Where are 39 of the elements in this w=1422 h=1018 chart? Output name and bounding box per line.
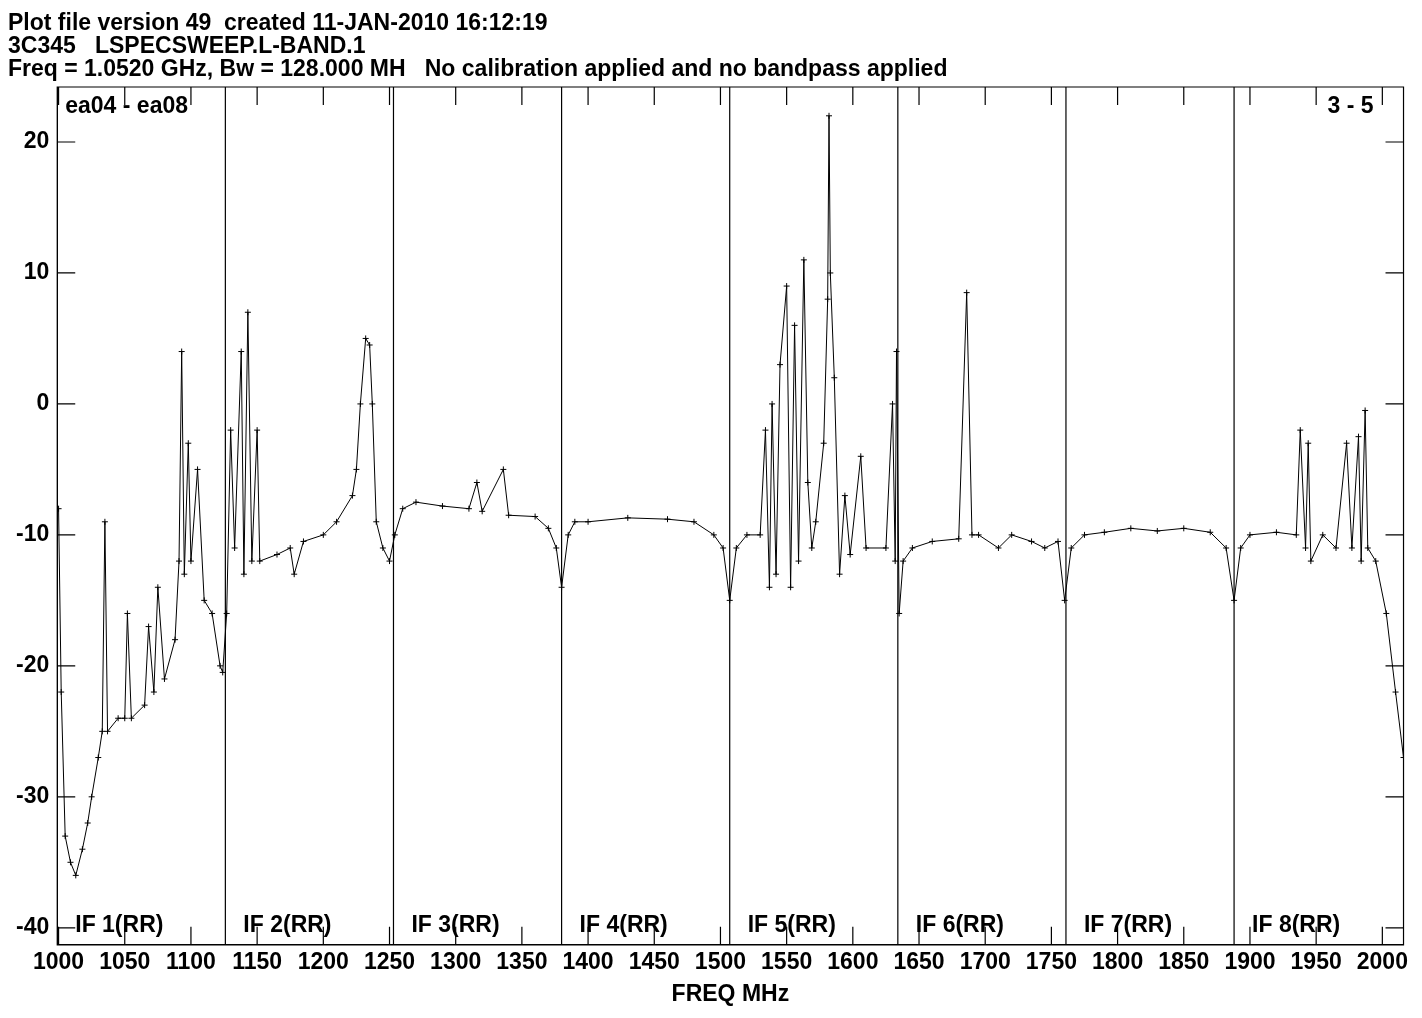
annotation: IF 7(RR) xyxy=(1083,910,1173,937)
y-tick-label: -30 xyxy=(15,782,50,809)
y-tick-label: -20 xyxy=(15,651,50,678)
annotation: ea04 - ea08 xyxy=(65,91,189,118)
x-tick-label: 1100 xyxy=(165,947,216,974)
y-tick-label: 10 xyxy=(23,258,50,285)
x-tick-label: 1600 xyxy=(827,947,879,974)
annotation: IF 1(RR) xyxy=(75,910,164,937)
x-tick-label: 1250 xyxy=(363,947,416,974)
y-tick-label: 20 xyxy=(23,127,50,154)
annotation: IF 2(RR) xyxy=(243,910,332,937)
x-axis-title: FREQ MHz xyxy=(671,979,790,1006)
x-tick-label: 1050 xyxy=(99,947,151,974)
x-tick-label: 1450 xyxy=(628,947,680,974)
y-tick-label: -40 xyxy=(15,913,50,940)
x-tick-label: 1750 xyxy=(1025,947,1077,974)
x-tick-label: 1400 xyxy=(562,947,614,974)
annotation: IF 8(RR) xyxy=(1252,910,1341,937)
x-tick-label: 1700 xyxy=(959,947,1011,974)
y-tick-label: -10 xyxy=(15,520,50,547)
x-tick-label: 1650 xyxy=(893,947,945,974)
annotation: IF 6(RR) xyxy=(915,910,1005,937)
x-tick-label: 1850 xyxy=(1158,947,1210,974)
x-tick-label: 1950 xyxy=(1290,947,1342,974)
x-tick-label: 2000 xyxy=(1356,947,1408,974)
annotation: 3 - 5 xyxy=(1327,91,1374,118)
x-tick-label: 1150 xyxy=(232,947,283,974)
x-tick-label: 1550 xyxy=(761,947,813,974)
annotation: IF 4(RR) xyxy=(579,910,668,937)
x-tick-label: 1000 xyxy=(32,947,85,974)
y-tick-label: 0 xyxy=(36,389,50,416)
x-tick-label: 1300 xyxy=(430,947,482,974)
x-tick-label: 1350 xyxy=(496,947,548,974)
annotation: IF 3(RR) xyxy=(411,910,500,937)
x-tick-label: 1900 xyxy=(1224,947,1276,974)
annotation: IF 5(RR) xyxy=(747,910,836,937)
x-tick-label: 1800 xyxy=(1092,947,1144,974)
x-tick-label: 1500 xyxy=(694,947,747,974)
x-tick-label: 1200 xyxy=(297,947,349,974)
